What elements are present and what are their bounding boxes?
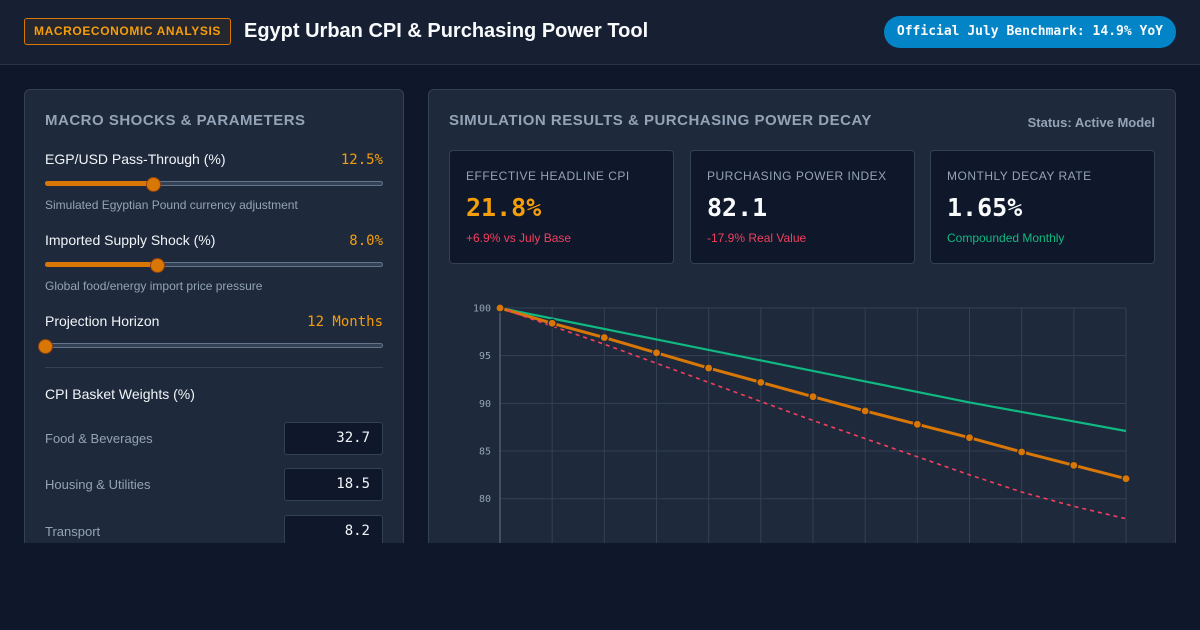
purchasing-power-chart: 100 95 90 85 80 75 bbox=[473, 303, 1131, 543]
page-title: Egypt Urban CPI & Purchasing Power Tool bbox=[244, 20, 649, 42]
data-point bbox=[860, 406, 870, 416]
data-point bbox=[964, 433, 975, 443]
weight-label: Transport bbox=[45, 524, 101, 539]
data-point bbox=[547, 318, 557, 328]
data-point bbox=[1069, 460, 1079, 470]
weight-row-food: Food & Beverages 32.7 bbox=[45, 422, 383, 455]
data-point bbox=[495, 303, 505, 313]
results-panel: SIMULATION RESULTS & PURCHASING POWER DE… bbox=[428, 89, 1176, 543]
y-tick-label: 80 bbox=[479, 494, 491, 505]
benchmark-badge: Official July Benchmark: 14.9% YoY bbox=[883, 16, 1176, 48]
y-tick-label: 90 bbox=[479, 399, 491, 410]
metric-subtext: +6.9% vs July Base bbox=[466, 231, 572, 245]
metric-label: EFFECTIVE HEADLINE CPI bbox=[466, 169, 630, 183]
weight-row-housing: Housing & Utilities 18.5 bbox=[45, 468, 383, 501]
data-point bbox=[1121, 474, 1131, 484]
stress-series-line bbox=[499, 307, 1127, 520]
param-label: Imported Supply Shock (%) bbox=[45, 232, 216, 248]
data-point bbox=[912, 419, 922, 429]
weight-label: Food & Beverages bbox=[45, 431, 153, 446]
slider-track bbox=[45, 343, 383, 348]
transport-weight-input[interactable]: 8.2 bbox=[284, 515, 383, 543]
metric-value: 82.1 bbox=[707, 193, 768, 222]
slider-fill bbox=[45, 181, 154, 186]
parameters-panel-title: MACRO SHOCKS & PARAMETERS bbox=[45, 112, 306, 129]
data-point bbox=[808, 392, 818, 402]
data-point bbox=[756, 377, 766, 387]
param-value: 8.0% bbox=[349, 233, 383, 249]
food-weight-input[interactable]: 32.7 bbox=[284, 422, 383, 455]
metric-value: 1.65% bbox=[947, 193, 1023, 222]
results-panel-title: SIMULATION RESULTS & PURCHASING POWER DE… bbox=[449, 112, 872, 129]
param-help: Global food/energy import price pressure bbox=[45, 279, 263, 293]
metric-value: 21.8% bbox=[466, 193, 542, 222]
y-tick-label: 75 bbox=[479, 542, 491, 543]
data-point bbox=[704, 363, 714, 373]
data-point bbox=[651, 348, 662, 358]
metric-subtext: -17.9% Real Value bbox=[707, 231, 807, 245]
param-value: 12 Months bbox=[307, 314, 383, 330]
metric-card-ppi: PURCHASING POWER INDEX 82.1 -17.9% Real … bbox=[690, 150, 915, 264]
slider-thumb[interactable] bbox=[149, 258, 165, 273]
parameters-panel: MACRO SHOCKS & PARAMETERS EGP/USD Pass-T… bbox=[24, 89, 404, 543]
metric-label: PURCHASING POWER INDEX bbox=[707, 169, 887, 183]
metric-card-cpi: EFFECTIVE HEADLINE CPI 21.8% +6.9% vs Ju… bbox=[449, 150, 674, 264]
model-status: Status: Active Model bbox=[1027, 115, 1155, 130]
benchmark-series-line bbox=[499, 306, 1127, 433]
app-header: MACROECONOMIC ANALYSIS Egypt Urban CPI &… bbox=[0, 0, 1200, 65]
divider bbox=[45, 367, 383, 368]
y-tick-label: 85 bbox=[479, 447, 491, 458]
metric-label: MONTHLY DECAY RATE bbox=[947, 169, 1092, 183]
param-help: Simulated Egyptian Pound currency adjust… bbox=[45, 198, 298, 212]
slider-fill bbox=[45, 262, 157, 267]
metric-card-decay: MONTHLY DECAY RATE 1.65% Compounded Mont… bbox=[930, 150, 1155, 264]
y-tick-label: 95 bbox=[479, 351, 491, 362]
param-value: 12.5% bbox=[340, 152, 383, 168]
weight-label: Housing & Utilities bbox=[45, 477, 151, 492]
section-tag: MACROECONOMIC ANALYSIS bbox=[24, 18, 231, 45]
pass-through-slider[interactable] bbox=[45, 177, 383, 192]
weight-row-transport: Transport 8.2 bbox=[45, 515, 383, 543]
param-label: EGP/USD Pass-Through (%) bbox=[45, 151, 226, 167]
housing-weight-input[interactable]: 18.5 bbox=[284, 468, 383, 501]
basket-weights-title: CPI Basket Weights (%) bbox=[45, 386, 195, 402]
horizon-slider[interactable] bbox=[38, 339, 383, 354]
y-tick-label: 100 bbox=[473, 304, 491, 315]
data-point bbox=[1017, 447, 1027, 457]
supply-shock-slider[interactable] bbox=[45, 258, 383, 273]
slider-thumb[interactable] bbox=[38, 339, 53, 354]
metric-subtext: Compounded Monthly bbox=[947, 231, 1065, 245]
data-point bbox=[599, 332, 609, 343]
slider-thumb[interactable] bbox=[146, 177, 162, 192]
param-label: Projection Horizon bbox=[45, 313, 160, 329]
